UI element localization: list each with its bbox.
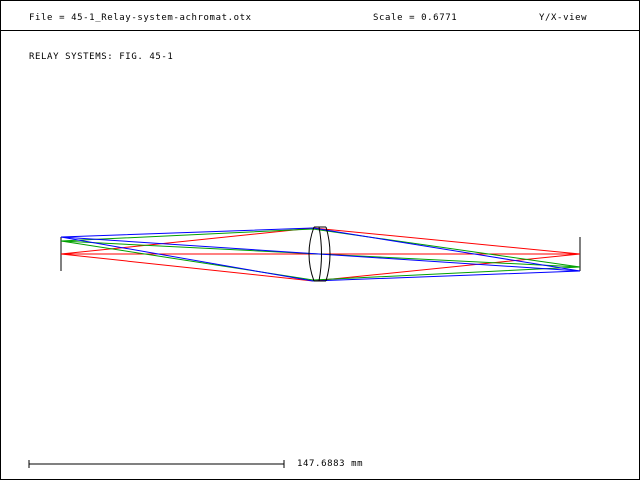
file-name-label: File = 45-1_Relay-system-achromat.otx [29,13,252,23]
lens-rear-surface [325,226,331,282]
header-divider [1,30,639,31]
lens-cemented-surface [318,226,322,282]
ray-bundle-blue [60,227,581,282]
scale-label: Scale = 0.6771 [373,13,458,23]
view-label: Y/X-view [539,13,588,23]
lens-front-surface [308,226,315,282]
ray-blue-lower [60,236,581,282]
ray-blue-chief [60,236,581,272]
scale-bar [28,460,285,468]
ray-blue-upper [60,227,581,272]
scale-bar-value: 147.6883 mm [297,459,364,469]
achromat-lens [308,226,331,282]
ray-green-lower [60,240,581,281]
plot-title: RELAY SYSTEMS: FIG. 45-1 [29,52,174,62]
